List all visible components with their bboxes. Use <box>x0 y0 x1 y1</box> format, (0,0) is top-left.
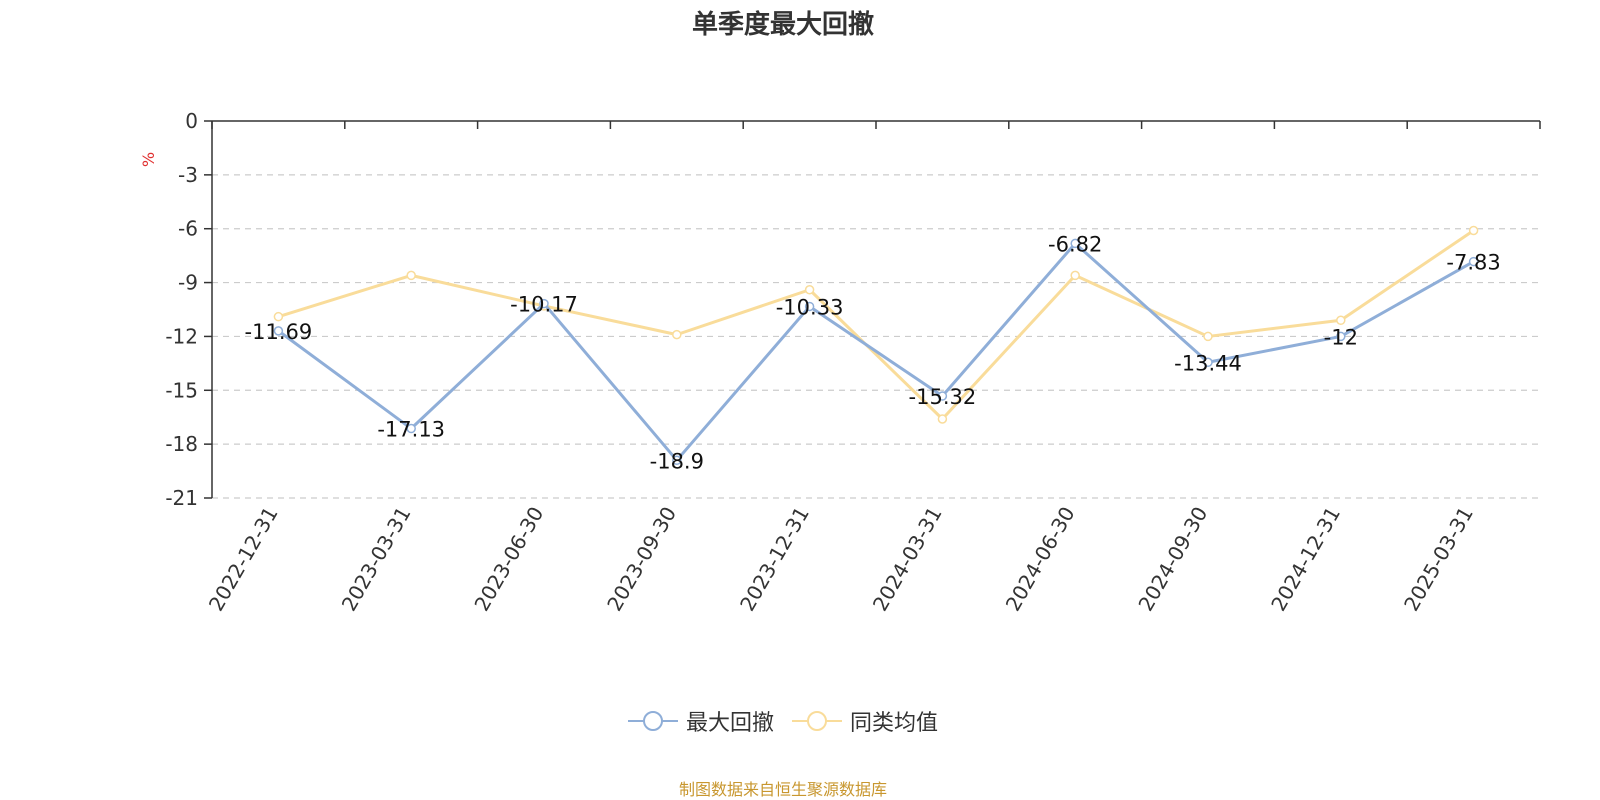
data-point <box>937 414 948 424</box>
data-label: -11.69 <box>245 320 313 344</box>
y-tick-label: -18 <box>165 432 198 456</box>
x-tick-label: 2023-09-30 <box>602 503 681 616</box>
y-tick-label: -6 <box>178 217 198 241</box>
series-line <box>277 229 1475 421</box>
legend-label: 最大回撤 <box>685 711 774 736</box>
data-point <box>804 285 815 295</box>
data-point <box>804 301 815 312</box>
data-point <box>406 423 416 434</box>
x-tick-label: 2024-03-31 <box>868 503 947 616</box>
data-label: -13.44 <box>1174 351 1242 375</box>
data-label: -6.82 <box>1048 232 1102 256</box>
data-point <box>1070 238 1080 249</box>
data-source-note: 制图数据来自恒生聚源数据库 <box>678 780 887 799</box>
legend-marker-icon <box>627 711 678 731</box>
x-tick-label: 2024-09-30 <box>1133 503 1212 616</box>
data-point <box>1203 331 1213 342</box>
data-point <box>1468 225 1479 236</box>
series-line <box>277 241 1475 462</box>
x-tick-label: 2023-06-30 <box>469 503 548 616</box>
data-label: -12 <box>1324 325 1358 349</box>
data-label: -10.17 <box>510 293 578 317</box>
data-label: -18.9 <box>650 449 704 473</box>
x-tick-label: 2025-03-31 <box>1399 503 1478 616</box>
data-point <box>273 326 284 336</box>
y-tick-label: -21 <box>165 486 198 510</box>
x-tick-label: 2023-12-31 <box>735 503 814 616</box>
data-point <box>1070 270 1080 281</box>
legend-label: 同类均值 <box>850 711 939 736</box>
data-point <box>273 311 284 322</box>
chart-title: 单季度最大回撤 <box>691 10 874 40</box>
data-point <box>406 270 416 281</box>
x-tick-label: 2024-12-31 <box>1266 503 1345 616</box>
data-point <box>672 329 682 340</box>
legend-marker-icon <box>792 711 842 731</box>
data-point <box>672 455 682 466</box>
x-tick-label: 2023-03-31 <box>337 503 416 616</box>
y-tick-label: -3 <box>178 163 198 187</box>
data-label: -15.32 <box>909 385 977 409</box>
legend-item-max-drawdown[interactable]: 最大回撤 <box>627 705 774 737</box>
data-point <box>937 391 948 401</box>
data-label: -17.13 <box>377 418 445 442</box>
y-tick-label: -12 <box>165 324 198 348</box>
y-tick-label: 0 <box>185 109 198 133</box>
data-point <box>539 298 549 309</box>
data-label: -10.33 <box>776 295 844 319</box>
y-tick-label: -9 <box>178 271 198 295</box>
x-tick-label: 2024-06-30 <box>1001 503 1080 616</box>
data-label: -7.83 <box>1446 251 1500 275</box>
legend: 最大回撤 同类均值 <box>0 705 1566 737</box>
data-point <box>1468 256 1479 267</box>
data-point <box>1203 357 1213 368</box>
data-point <box>1336 315 1346 326</box>
data-point <box>1336 331 1346 342</box>
y-tick-label: -15 <box>165 378 198 402</box>
legend-item-peer-average[interactable]: 同类均值 <box>792 705 938 737</box>
x-tick-label: 2022-12-31 <box>204 503 283 616</box>
